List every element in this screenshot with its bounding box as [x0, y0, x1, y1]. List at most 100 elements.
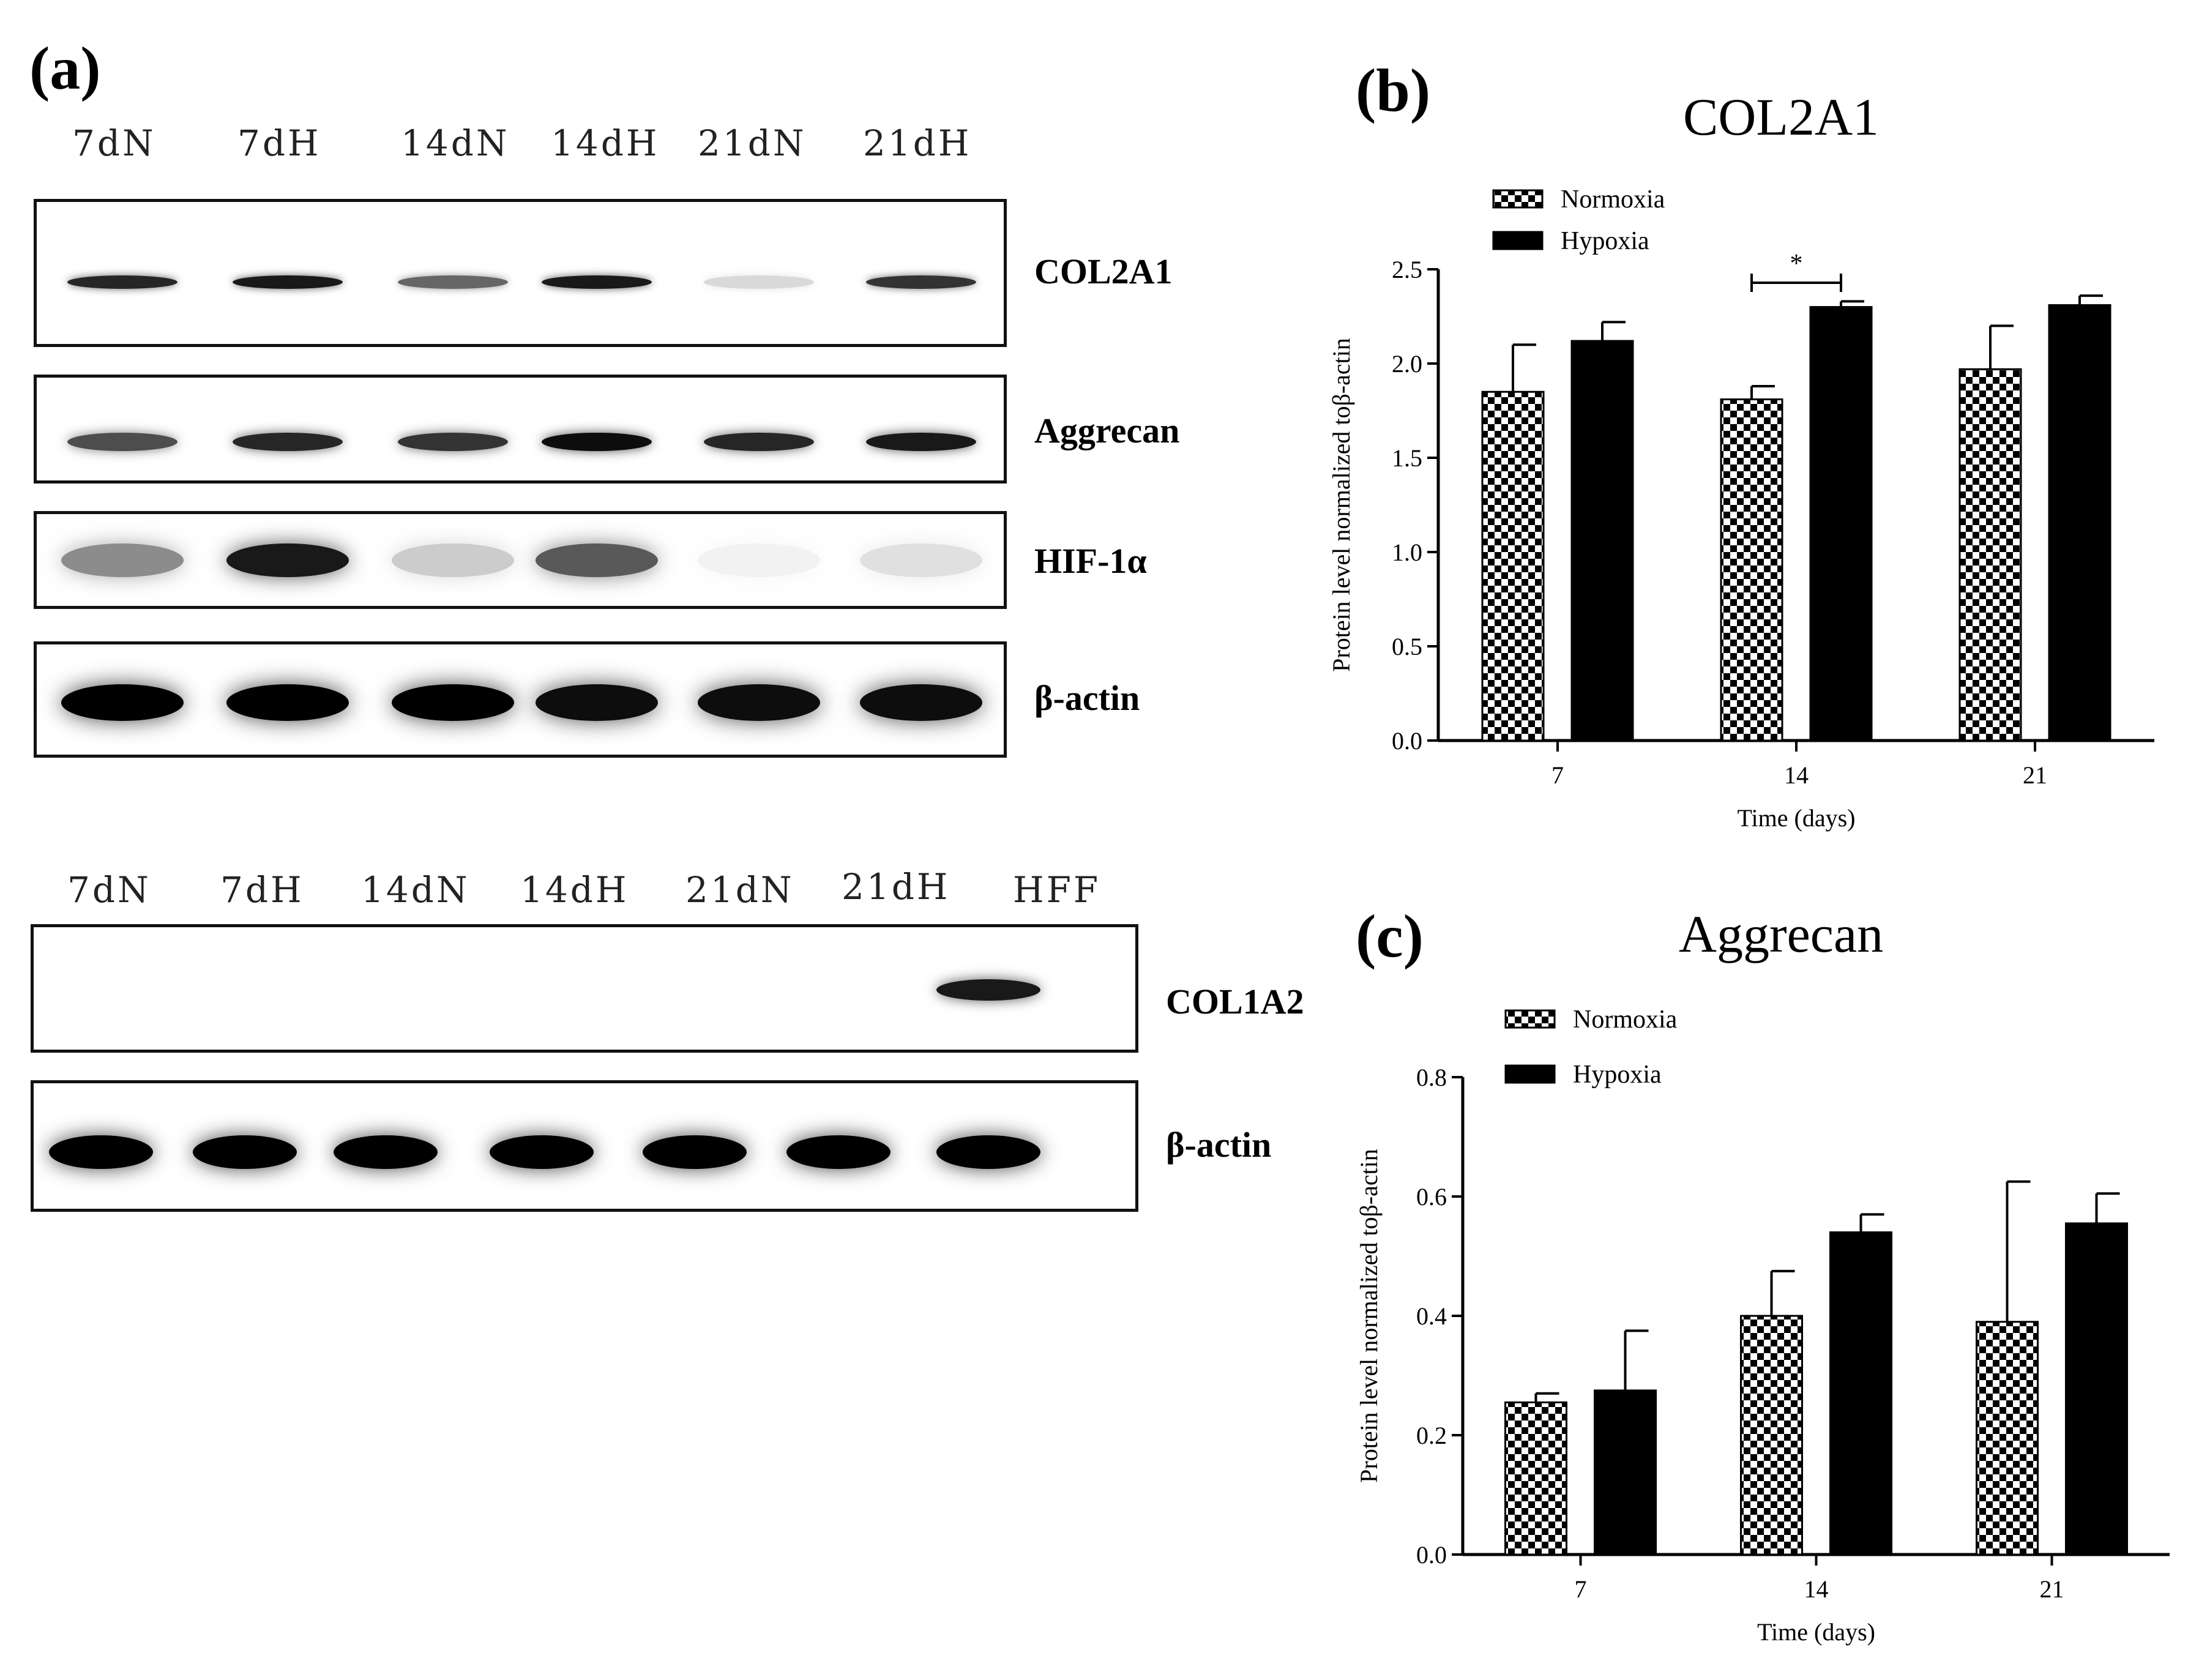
- blot-band: [233, 433, 343, 451]
- bar: [2048, 304, 2111, 742]
- x-tick-label: 7: [1551, 761, 1564, 789]
- blot-aggrecan: [34, 375, 1007, 483]
- legend-label: Hypoxia: [1573, 1061, 1662, 1089]
- x-tick-label: 14: [1804, 1575, 1829, 1603]
- blot-band: [61, 684, 184, 721]
- lane-label: 14dN: [401, 122, 510, 164]
- blot-beta-actin-2: [31, 1080, 1138, 1212]
- blot-band: [860, 543, 982, 577]
- blot-band: [542, 433, 652, 451]
- blot-band: [334, 1135, 438, 1169]
- panel-a-label: (a): [29, 34, 101, 102]
- y-tick-label: 2.0: [1392, 350, 1422, 378]
- blot-band: [704, 275, 814, 289]
- blot-band: [786, 1135, 891, 1169]
- bar: [1570, 340, 1634, 742]
- y-axis-label: Protein level normalized toβ-actin: [1355, 1149, 1383, 1483]
- bar: [1481, 390, 1545, 742]
- lane-label: HFF: [1013, 869, 1101, 911]
- blot-band: [936, 979, 1040, 1001]
- y-tick-label: 1.0: [1392, 539, 1422, 566]
- y-tick-label: 0.0: [1416, 1541, 1447, 1569]
- blot-band: [542, 275, 652, 289]
- chart-aggrecan: Aggrecan 0.0 0.2 0.4 0.6 0.8 Protein level nor…: [1355, 905, 2170, 1646]
- legend-swatch: [1504, 1064, 1556, 1084]
- x-axis-label: Time (days): [1738, 804, 1856, 832]
- y-tick-label: 0.4: [1416, 1302, 1447, 1330]
- bar: [1958, 368, 2022, 742]
- blot-label-col2a1: COL2A1: [1034, 252, 1173, 291]
- lane-label: 7dH: [237, 122, 321, 164]
- y-tick-label: 2.5: [1392, 256, 1422, 283]
- blot-band: [936, 1135, 1040, 1169]
- y-tick-label: 0.2: [1416, 1422, 1447, 1449]
- y-tick-label: 0.6: [1416, 1183, 1447, 1211]
- y-tick-label: 0.0: [1392, 727, 1422, 755]
- legend-label: Normoxia: [1573, 1006, 1678, 1034]
- x-axis-label: Time (days): [1757, 1618, 1875, 1646]
- blot-band: [392, 684, 514, 721]
- lane-label: 21dN: [685, 869, 794, 911]
- blot-band: [49, 1135, 153, 1169]
- blot-band: [398, 275, 508, 289]
- chart-title: Aggrecan: [1679, 905, 1883, 963]
- bar: [1720, 398, 1783, 742]
- blot-band: [67, 433, 177, 451]
- blot-label-col1a2: COL1A2: [1166, 982, 1304, 1021]
- blot-hif1a: [34, 511, 1007, 609]
- y-tick-label: 0.8: [1416, 1064, 1447, 1091]
- bar: [1976, 1321, 2039, 1556]
- lane-label: 7dN: [67, 869, 151, 911]
- blot-col2a1: [34, 199, 1007, 347]
- panel-c-label: (c): [1356, 902, 1424, 970]
- blot-band: [193, 1135, 297, 1169]
- blot-band: [866, 275, 976, 289]
- blot-band: [698, 684, 820, 721]
- blot-band: [698, 543, 820, 577]
- blot-beta-actin: [34, 641, 1007, 758]
- y-tick-label: 0.5: [1392, 633, 1422, 660]
- blot-band: [226, 684, 349, 721]
- blot-col1a2: [31, 924, 1138, 1053]
- panel-b-label: (b): [1356, 56, 1431, 124]
- blot-label-beta-actin-2: β-actin: [1166, 1125, 1272, 1165]
- blot-band: [536, 684, 658, 721]
- lane-label: 21dH: [863, 122, 972, 164]
- significance-star: *: [1790, 250, 1803, 278]
- x-tick-label: 21: [2040, 1575, 2064, 1603]
- y-axis-label: Protein level normalized toβ-actin: [1327, 338, 1355, 672]
- lane-label: 21dN: [698, 122, 807, 164]
- blot-label-beta-actin: β-actin: [1034, 678, 1140, 718]
- blot-band: [704, 433, 814, 451]
- lane-label: 14dN: [361, 869, 470, 911]
- lane-label: 14dH: [520, 869, 629, 911]
- blot-band: [392, 543, 514, 577]
- bar: [2065, 1222, 2128, 1556]
- blot-band: [67, 275, 177, 289]
- lane-label: 7dN: [72, 122, 156, 164]
- blot-band: [398, 433, 508, 451]
- bar: [1740, 1315, 1803, 1556]
- blot-band: [536, 543, 658, 577]
- chart-col2a1: COL2A1 0.0 0.5 1.0 1.5 2.0 2.5 Protein level no…: [1327, 88, 2154, 832]
- legend-swatch: [1492, 231, 1544, 250]
- legend-swatch: [1492, 189, 1544, 209]
- chart-title: COL2A1: [1683, 88, 1879, 146]
- bar: [1829, 1231, 1892, 1556]
- lane-label: 21dH: [842, 866, 950, 908]
- x-tick-label: 21: [2023, 761, 2047, 789]
- blot-band: [866, 433, 976, 451]
- lane-label: 7dH: [220, 869, 304, 911]
- blot-label-aggrecan: Aggrecan: [1034, 411, 1180, 450]
- bar: [1809, 306, 1873, 742]
- blot-band: [643, 1135, 747, 1169]
- legend-label: Normoxia: [1561, 185, 1665, 214]
- y-tick-label: 1.5: [1392, 444, 1422, 472]
- bar: [1594, 1389, 1657, 1556]
- legend-swatch: [1504, 1009, 1556, 1029]
- x-tick-label: 7: [1575, 1575, 1587, 1603]
- blot-label-hif1a: HIF-1α: [1034, 541, 1147, 581]
- bar: [1504, 1401, 1567, 1556]
- blot-band: [860, 684, 982, 721]
